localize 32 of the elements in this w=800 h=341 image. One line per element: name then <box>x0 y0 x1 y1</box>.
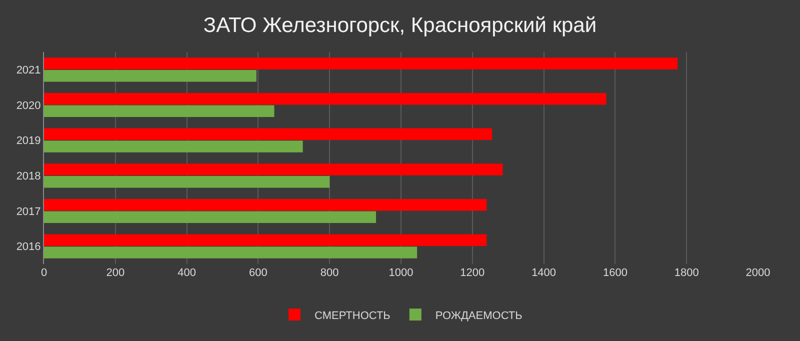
y-tick-label: 2017 <box>16 206 41 218</box>
chart-title: ЗАТО Железногорск, Красноярский край <box>203 14 597 37</box>
x-tick-label: 1600 <box>602 267 628 279</box>
bar <box>44 211 376 224</box>
bar <box>44 92 606 105</box>
x-tick-label: 1000 <box>388 267 414 279</box>
y-tick-label: 2016 <box>16 241 41 254</box>
bar <box>44 234 487 246</box>
x-tick-label: 800 <box>320 267 339 279</box>
bar <box>44 128 492 140</box>
bar <box>44 164 503 176</box>
x-tick-label: 2000 <box>746 267 770 279</box>
y-tick-label: 2020 <box>16 100 41 112</box>
bar <box>44 105 274 118</box>
x-tick-label: 1200 <box>460 267 485 279</box>
x-tick-label: 1400 <box>532 267 556 279</box>
y-tick-label: 2018 <box>16 170 41 183</box>
y-tick-label: 2019 <box>16 135 41 148</box>
x-tick-label: 400 <box>178 267 196 279</box>
bar <box>44 176 330 188</box>
x-tick-label: 200 <box>106 267 125 279</box>
x-tick-label: 0 <box>40 267 48 279</box>
bar <box>44 140 303 152</box>
bar <box>44 70 256 82</box>
legend-label: СМЕРТНОСТЬ <box>314 310 390 322</box>
y-tick-label: 2021 <box>16 64 41 77</box>
bar <box>44 198 487 211</box>
x-tick-label: 1800 <box>674 267 699 279</box>
bar <box>44 58 678 70</box>
x-tick-label: 600 <box>249 267 268 279</box>
bar <box>44 246 418 258</box>
legend-label: РОЖДАЕМОСТЬ <box>435 310 522 322</box>
